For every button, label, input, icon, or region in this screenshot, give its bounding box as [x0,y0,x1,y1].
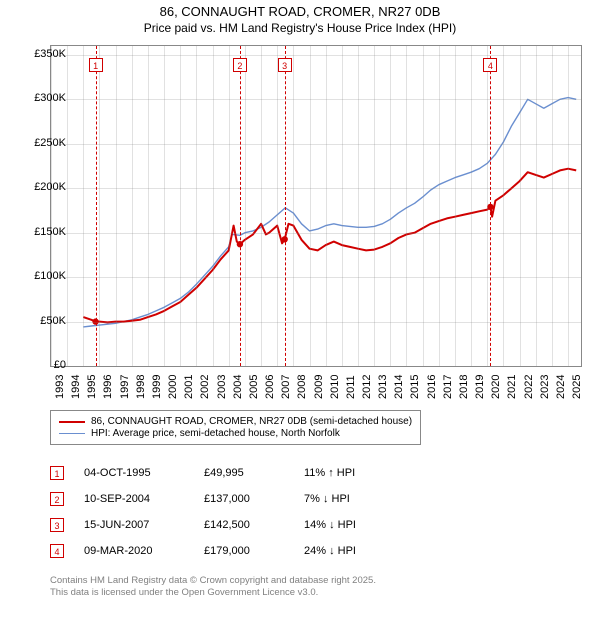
footer-line: Contains HM Land Registry data © Crown c… [50,575,376,587]
chart-title-block: 86, CONNAUGHT ROAD, CROMER, NR27 0DB Pri… [0,4,600,35]
x-axis-tick-label: 2018 [458,375,470,399]
y-axis-tick-label: £100K [21,270,66,282]
legend-label: 86, CONNAUGHT ROAD, CROMER, NR27 0DB (se… [91,416,412,427]
x-axis-tick-label: 2004 [232,375,244,399]
chart-event-marker-icon: 4 [483,58,497,72]
legend-swatch [59,421,85,423]
legend-swatch [59,433,85,434]
x-axis-tick-label: 2025 [571,375,583,399]
transaction-date: 04-OCT-1995 [84,467,204,479]
legend-label: HPI: Average price, semi-detached house,… [91,428,340,439]
x-axis-tick-label: 2017 [442,375,454,399]
legend-item: 86, CONNAUGHT ROAD, CROMER, NR27 0DB (se… [59,416,412,427]
y-axis-tick-label: £150K [21,226,66,238]
legend: 86, CONNAUGHT ROAD, CROMER, NR27 0DB (se… [50,410,421,445]
transaction-price: £137,000 [204,493,304,505]
transactions-table: 1 04-OCT-1995 £49,995 11% ↑ HPI 2 10-SEP… [50,460,424,564]
x-axis-tick-label: 1994 [70,375,82,399]
transaction-delta: 24% ↓ HPI [304,545,424,557]
chart-event-marker-icon: 1 [89,58,103,72]
transaction-delta: 7% ↓ HPI [304,493,424,505]
table-row: 1 04-OCT-1995 £49,995 11% ↑ HPI [50,460,424,486]
transaction-marker-icon: 4 [50,544,64,558]
x-axis-tick-label: 1997 [119,375,131,399]
table-row: 3 15-JUN-2007 £142,500 14% ↓ HPI [50,512,424,538]
transaction-date: 15-JUN-2007 [84,519,204,531]
x-axis-tick-label: 2001 [183,375,195,399]
transaction-marker-icon: 2 [50,492,64,506]
x-axis-tick-label: 2022 [523,375,535,399]
x-axis-tick-label: 2011 [345,375,357,399]
transaction-price: £142,500 [204,519,304,531]
x-axis-tick-label: 2003 [216,375,228,399]
chart-subtitle: Price paid vs. HM Land Registry's House … [0,21,600,35]
y-axis-tick-label: £300K [21,92,66,104]
y-axis-tick-label: £0 [21,359,66,371]
x-axis-tick-label: 1998 [135,375,147,399]
chart-event-marker-icon: 2 [233,58,247,72]
transaction-price: £49,995 [204,467,304,479]
x-axis-tick-label: 2015 [409,375,421,399]
chart-plot-area: 1 2 3 4 [50,45,582,367]
x-axis-tick-label: 2005 [248,375,260,399]
x-axis-tick-label: 2008 [296,375,308,399]
x-axis-tick-label: 2024 [555,375,567,399]
transaction-marker-icon: 1 [50,466,64,480]
x-axis-tick-label: 2010 [329,375,341,399]
transaction-delta: 11% ↑ HPI [304,467,424,479]
y-axis-tick-label: £250K [21,137,66,149]
chart-event-marker-icon: 3 [278,58,292,72]
transaction-date: 10-SEP-2004 [84,493,204,505]
y-axis-tick-label: £350K [21,48,66,60]
legend-item: HPI: Average price, semi-detached house,… [59,428,412,439]
footer-line: This data is licensed under the Open Gov… [50,587,376,599]
x-axis-tick-label: 1993 [54,375,66,399]
x-axis-tick-label: 1999 [151,375,163,399]
x-axis-tick-label: 2007 [280,375,292,399]
y-axis-tick-label: £200K [21,181,66,193]
x-axis-tick-label: 2023 [539,375,551,399]
x-axis-tick-label: 2020 [490,375,502,399]
y-axis-tick-label: £50K [21,315,66,327]
x-axis-tick-label: 2009 [313,375,325,399]
transaction-date: 09-MAR-2020 [84,545,204,557]
x-axis-tick-label: 2021 [506,375,518,399]
table-row: 2 10-SEP-2004 £137,000 7% ↓ HPI [50,486,424,512]
x-axis-tick-label: 1995 [86,375,98,399]
table-row: 4 09-MAR-2020 £179,000 24% ↓ HPI [50,538,424,564]
transaction-marker-icon: 3 [50,518,64,532]
transaction-price: £179,000 [204,545,304,557]
x-axis-tick-label: 2006 [264,375,276,399]
footer-attribution: Contains HM Land Registry data © Crown c… [50,575,376,600]
x-axis-tick-label: 2002 [199,375,211,399]
x-axis-tick-label: 2016 [426,375,438,399]
chart-title: 86, CONNAUGHT ROAD, CROMER, NR27 0DB [0,4,600,19]
x-axis-tick-label: 2000 [167,375,179,399]
x-axis-tick-label: 1996 [102,375,114,399]
transaction-delta: 14% ↓ HPI [304,519,424,531]
x-axis-tick-label: 2014 [393,375,405,399]
chart-lines-svg [51,46,581,366]
x-axis-tick-label: 2019 [474,375,486,399]
x-axis-tick-label: 2013 [377,375,389,399]
x-axis-tick-label: 2012 [361,375,373,399]
